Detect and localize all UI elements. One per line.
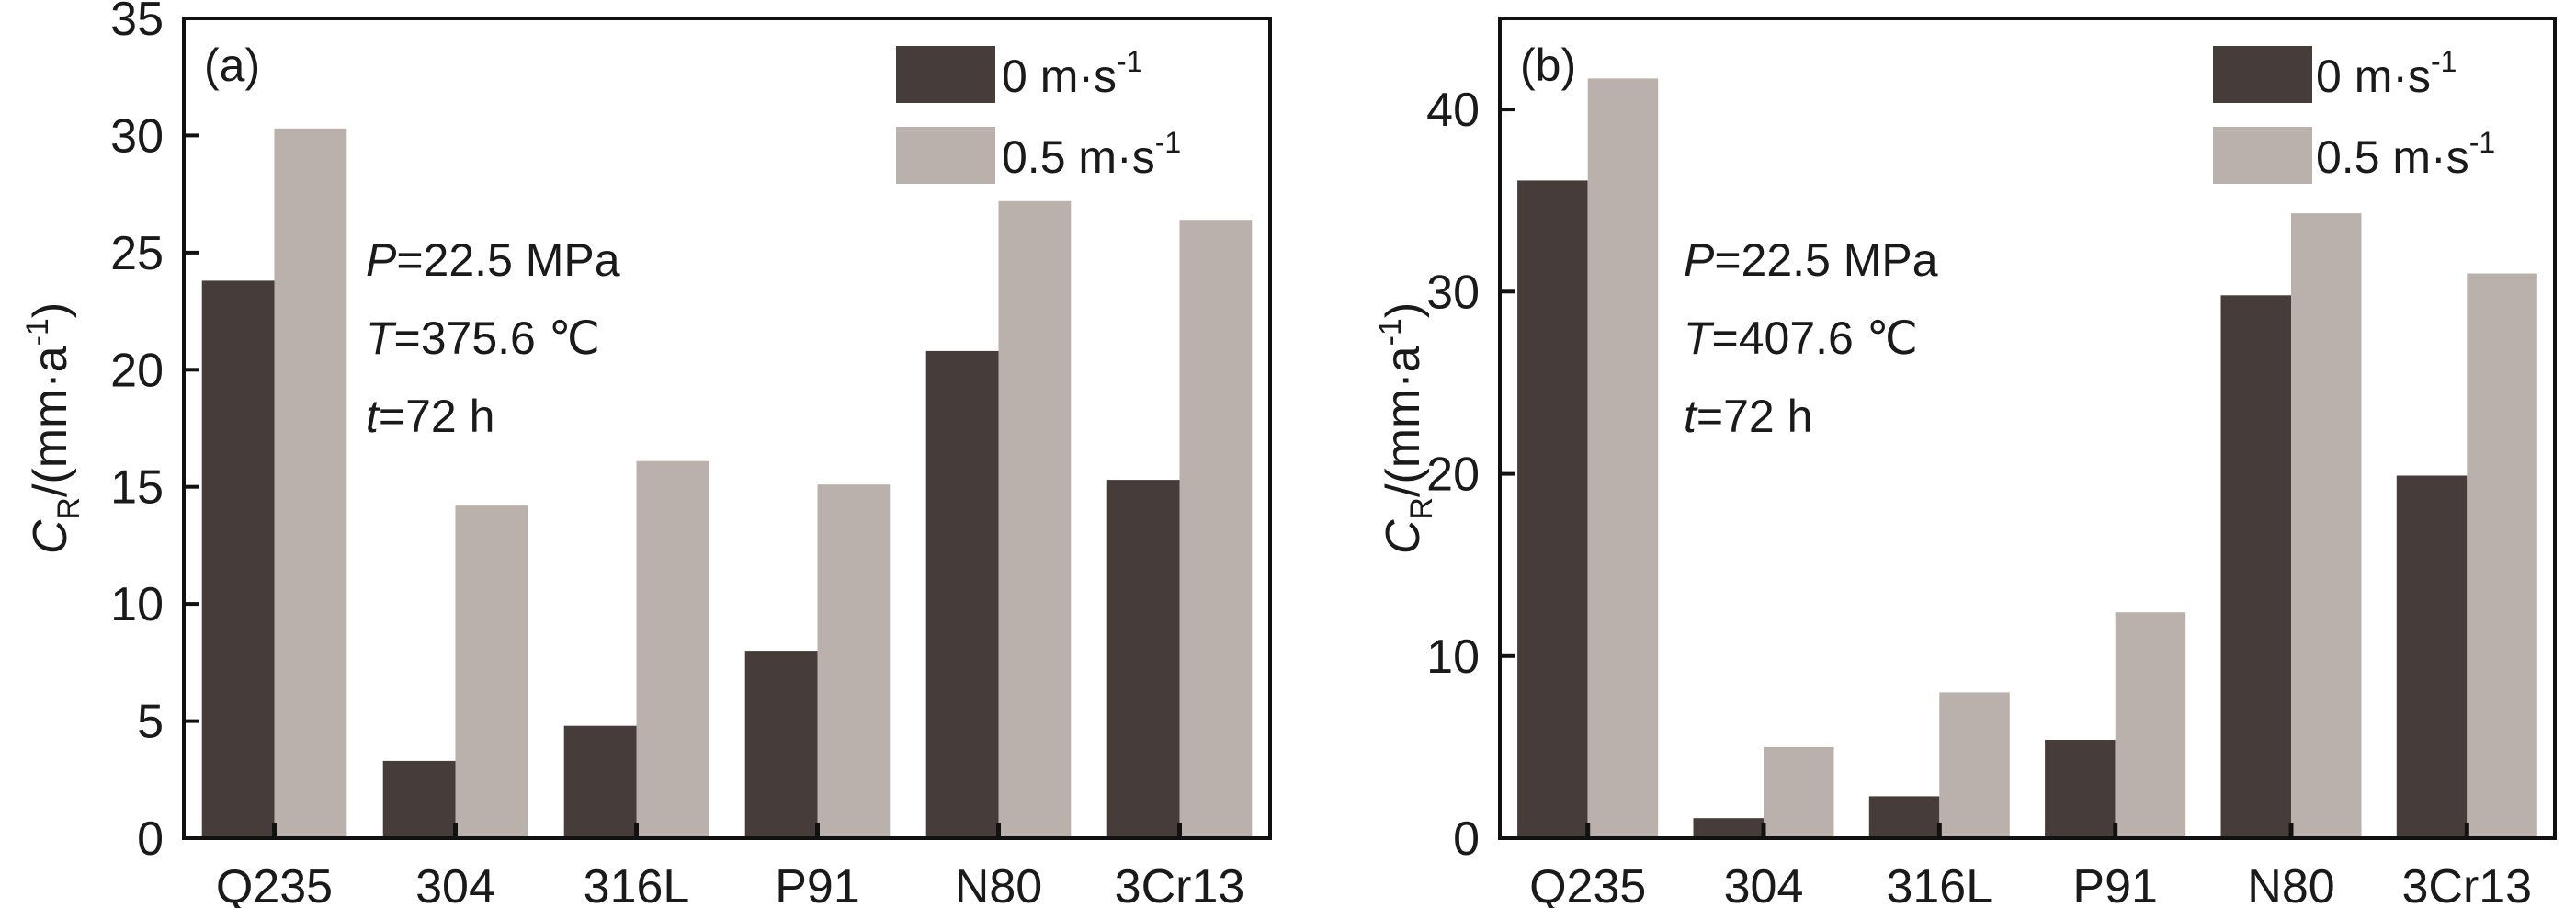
legend-swatch (2213, 127, 2312, 184)
legend-swatch (2213, 46, 2312, 103)
y-tick-label: 40 (1426, 84, 1480, 137)
bar-N80-series-0 (2220, 295, 2291, 838)
x-tick-label: N80 (2247, 860, 2334, 908)
y-axis-title: CR/(mm·a-1) (20, 302, 86, 554)
legend-entry: 0.5 m·s-1 (2316, 126, 2495, 183)
bar-316L-series-0 (1868, 796, 1940, 838)
bars (1517, 78, 2537, 839)
panel-label: (b) (1520, 40, 1576, 91)
condition-annotation: T=375.6 ℃ (366, 312, 600, 364)
bar-P91-series-1 (817, 484, 891, 838)
bar-316L-series-0 (563, 725, 637, 838)
bar-3Cr13-series-1 (1179, 220, 1253, 838)
bar-P91-series-0 (744, 651, 818, 838)
condition-annotation: T=407.6 ℃ (1684, 312, 1918, 364)
bar-Q235-series-1 (1587, 78, 1659, 838)
legend-swatch (896, 46, 995, 103)
x-tick-label: 316L (1886, 860, 1992, 908)
y-tick-label: 10 (1426, 630, 1480, 684)
bar-Q235-series-0 (1517, 180, 1588, 838)
legend-swatch (896, 127, 995, 184)
bar-N80-series-1 (2291, 213, 2362, 839)
bar-304-series-1 (1764, 746, 1834, 838)
y-tick-label: 20 (110, 344, 164, 397)
condition-annotation: t=72 h (366, 391, 494, 442)
y-tick-label: 30 (1426, 266, 1480, 319)
bar-304-series-0 (1693, 818, 1764, 838)
x-tick-label: 304 (415, 860, 495, 908)
legend: 0 m·s-1 0.5 m·s-1 (2213, 45, 2495, 184)
x-tick-label: N80 (955, 860, 1042, 908)
plot-frame (1498, 17, 2557, 840)
bar-304-series-0 (382, 760, 456, 838)
condition-annotation: P=22.5 MPa (366, 234, 620, 286)
y-tick-label: 0 (137, 812, 164, 866)
bar-Q235-series-1 (274, 128, 347, 839)
panel-a: Q235 304 316L P91 N80 3Cr13 0 5 10 15 20 25 30 35 CR/(… (20, 0, 1272, 908)
x-tick-label: P91 (2072, 860, 2158, 908)
panel-b: Q235 304 316L P91 N80 3Cr13 0 10 20 30 40 CR/(mm·a-… (1373, 17, 2557, 908)
panel-label: (a) (204, 40, 260, 91)
y-tick-label: 15 (110, 461, 164, 515)
bar-316L-series-1 (1939, 692, 2010, 838)
bar-Q235-series-0 (201, 280, 275, 838)
bar-N80-series-0 (925, 350, 999, 838)
y-tick-label: 10 (110, 578, 164, 631)
bar-P91-series-1 (2115, 612, 2186, 838)
y-tick-label: 30 (110, 109, 164, 163)
bar-304-series-1 (455, 505, 528, 838)
bars (201, 128, 1253, 839)
x-tick-label: 304 (1724, 860, 1804, 908)
y-axis-title: CR/(mm·a-1) (1373, 302, 1439, 554)
y-tick-label: 0 (1453, 812, 1480, 866)
y-tick-label: 25 (110, 227, 164, 280)
bar-N80-series-1 (998, 200, 1072, 839)
bar-3Cr13-series-0 (2396, 475, 2468, 838)
y-tick-label: 35 (110, 0, 164, 46)
legend-entry: 0 m·s-1 (2316, 45, 2457, 102)
legend-entry: 0.5 m·s-1 (1002, 126, 1181, 183)
condition-annotation: t=72 h (1684, 391, 1812, 442)
bar-3Cr13-series-0 (1106, 480, 1180, 838)
y-tick-label: 20 (1426, 448, 1480, 502)
bar-316L-series-1 (636, 460, 709, 838)
x-tick-label: 3Cr13 (2401, 860, 2532, 908)
x-tick-label: Q235 (216, 860, 333, 908)
bar-P91-series-0 (2045, 740, 2116, 838)
x-tick-label: 3Cr13 (1115, 860, 1245, 908)
x-tick-label: Q235 (1529, 860, 1646, 908)
plot-frame (182, 17, 1272, 840)
bar-3Cr13-series-1 (2467, 273, 2537, 838)
legend: 0 m·s-1 0.5 m·s-1 (896, 45, 1181, 184)
legend-entry: 0 m·s-1 (1002, 45, 1142, 102)
y-tick-label: 5 (137, 696, 164, 749)
x-tick-label: 316L (584, 860, 690, 908)
condition-annotation: P=22.5 MPa (1684, 234, 1938, 286)
x-tick-label: P91 (775, 860, 860, 908)
